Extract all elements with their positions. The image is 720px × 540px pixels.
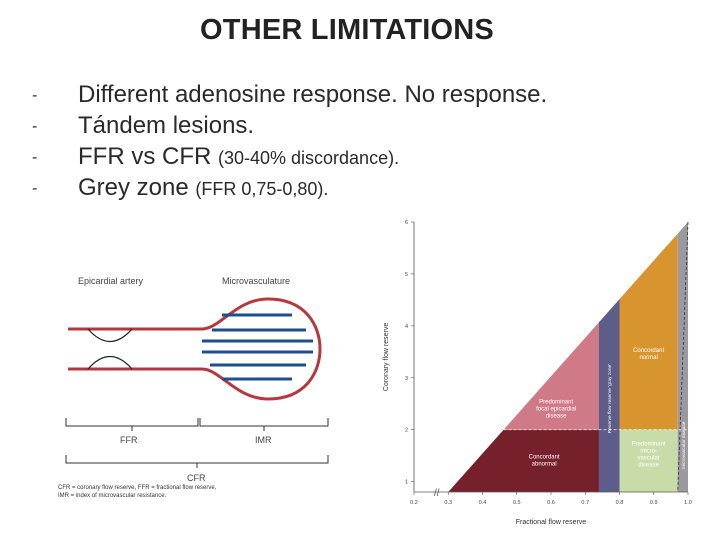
bullet-dash: - bbox=[32, 87, 38, 104]
label-concordant-normal: normal bbox=[639, 355, 657, 361]
label-concordant-abnormal: abnormal bbox=[532, 461, 557, 467]
label-focal-epicardial: focal epicardial bbox=[536, 407, 576, 413]
vessel-drawing bbox=[65, 297, 329, 468]
bullet-dash: - bbox=[32, 149, 38, 166]
x-tick-label: 0.9 bbox=[650, 500, 658, 506]
label-concordant-normal: Concordant bbox=[633, 348, 664, 354]
y-tick-label: 1 bbox=[405, 480, 408, 486]
x-axis-label: Fractional flow reserve bbox=[516, 519, 587, 526]
y-tick-label: 2 bbox=[405, 428, 408, 434]
bullet-item: - Tándem lesions. bbox=[32, 110, 547, 141]
stenosis-bottom-arc bbox=[87, 355, 133, 370]
label-concordant-abnormal: Concordant bbox=[529, 454, 560, 460]
region-microvascular bbox=[619, 429, 678, 492]
y-tick-label: 5 bbox=[405, 272, 408, 278]
label-microvascular: micro- bbox=[640, 448, 657, 454]
cfr-label: CFR bbox=[187, 473, 206, 483]
bullet-text: Grey zone bbox=[78, 174, 189, 201]
x-tick-label: 0.8 bbox=[616, 500, 624, 506]
y-tick-label: 3 bbox=[405, 376, 408, 382]
bullet-note: (30-40% discordance). bbox=[217, 148, 400, 168]
y-axis-label: Coronary flow reserve bbox=[383, 323, 390, 392]
diagram-footnote-2: IMR = index of microvascular resistance. bbox=[58, 493, 167, 499]
diagram-footnote-1: CFR = coronary flow reserve, FFR = fract… bbox=[58, 485, 217, 491]
epicardial-artery-label: Epicardial artery bbox=[78, 276, 144, 286]
region-concordant-abnormal bbox=[448, 429, 599, 492]
label-focal-epicardial: Predominant bbox=[539, 400, 573, 406]
stenosis-top-arc bbox=[87, 328, 133, 343]
chart-svg: // 1 2 3 4 5 6 0.2 0.3 0.4 0.5 0.6 0.7 0.8 0.9 1.0 Fract… bbox=[383, 220, 692, 526]
axis-break-mark: // bbox=[434, 488, 440, 499]
x-tick-label: 0.6 bbox=[547, 500, 555, 506]
x-tick-label: 0.5 bbox=[513, 500, 521, 506]
bullet-item: - Different adenosine response. No respon… bbox=[32, 79, 547, 110]
bullet-dash: - bbox=[32, 180, 38, 197]
ffr-label: FFR bbox=[120, 435, 138, 445]
label-microvascular: vascular bbox=[637, 455, 659, 461]
bullet-text: FFR vs CFR bbox=[78, 143, 212, 170]
cfr-brace bbox=[65, 455, 329, 468]
bullet-text: Different adenosine response. No respons… bbox=[78, 81, 548, 108]
x-tick-label: 0.3 bbox=[444, 500, 452, 506]
region-gray-zone bbox=[598, 299, 620, 492]
bullet-item: - Grey zone (FFR 0,75-0,80). bbox=[32, 172, 547, 203]
dashed-edge bbox=[677, 221, 689, 493]
label-gray-zone: Reserve flow reserve 'gray zone' bbox=[607, 364, 613, 433]
ffr-cfr-chart: // 1 2 3 4 5 6 0.2 0.3 0.4 0.5 0.6 0.7 0.8 0.9 1.0 Fract… bbox=[374, 212, 704, 532]
bullet-dash: - bbox=[32, 118, 38, 135]
bullet-item: - FFR vs CFR (30-40% discordance). bbox=[32, 141, 547, 172]
x-tick-label: 1.0 bbox=[684, 500, 692, 506]
x-tick-label: 0.4 bbox=[479, 500, 487, 506]
microvasculature-label: Microvasculature bbox=[222, 276, 291, 286]
slide-title: OTHER LIMITATIONS bbox=[200, 14, 494, 46]
y-tick-label: 6 bbox=[405, 220, 408, 226]
label-right-band: microvascular disease bbox=[681, 421, 687, 469]
imr-brace bbox=[199, 418, 329, 431]
microvasculature-outline bbox=[193, 297, 322, 401]
label-focal-epicardial: disease bbox=[546, 414, 567, 420]
y-tick-label: 4 bbox=[405, 324, 408, 330]
label-microvascular: Predominant bbox=[632, 441, 666, 447]
x-tick-label: 0.7 bbox=[581, 500, 589, 506]
imr-label: IMR bbox=[255, 435, 272, 445]
region-concordant-normal bbox=[619, 233, 678, 430]
vessel-diagram: Epicardial artery Microvasculature FFR I… bbox=[58, 268, 370, 516]
bullet-note: (FFR 0,75-0,80). bbox=[195, 179, 329, 199]
label-microvascular: disease bbox=[638, 462, 659, 468]
ffr-brace bbox=[65, 418, 199, 431]
bullet-list: - Different adenosine response. No respon… bbox=[32, 79, 547, 203]
bullet-text: Tándem lesions. bbox=[78, 112, 255, 139]
x-tick-label: 0.2 bbox=[410, 500, 418, 506]
